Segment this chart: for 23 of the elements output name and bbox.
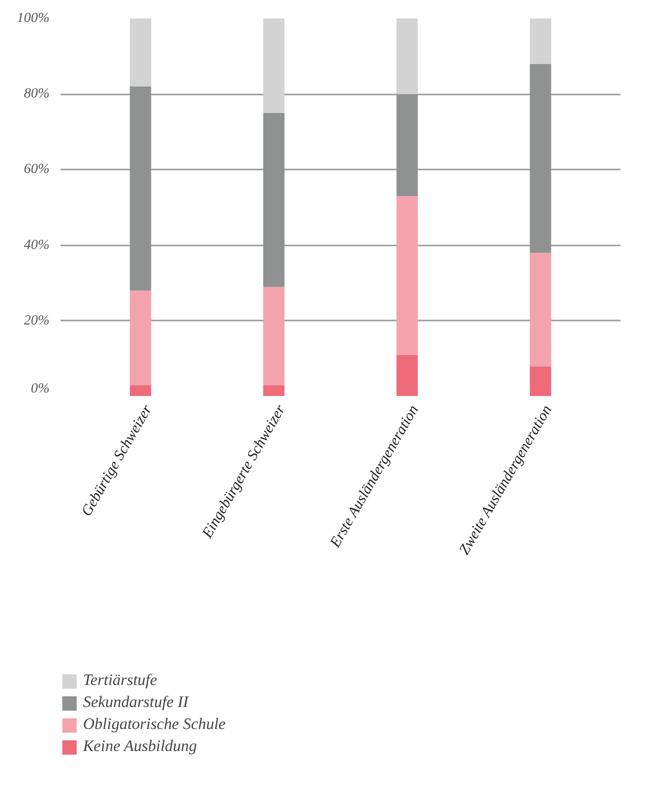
legend-label: Tertiärstufe [83, 672, 158, 690]
bar [396, 354, 418, 396]
legend-label: Keine Ausbildung [83, 738, 197, 756]
bar [263, 385, 284, 396]
y-tick-label: 100% [16, 11, 50, 26]
y-tick-label: 60% [24, 162, 50, 178]
bar [130, 385, 152, 396]
bar [530, 252, 552, 366]
bar [530, 366, 552, 396]
bar [263, 18, 284, 113]
bar [396, 18, 418, 94]
y-tick-label: 80% [24, 86, 50, 102]
bar [530, 18, 552, 64]
y-tick-label: 0% [30, 382, 50, 396]
bar [263, 113, 284, 287]
y-tick-label: 40% [24, 238, 50, 253]
bar [130, 290, 152, 386]
bar [130, 18, 152, 87]
bar [396, 196, 418, 355]
legend-label: Obligatorische Schule [83, 716, 226, 734]
y-tick-label: 20% [24, 313, 50, 328]
legend-label: Sekundarstufe II [83, 694, 188, 712]
bar [263, 286, 284, 386]
